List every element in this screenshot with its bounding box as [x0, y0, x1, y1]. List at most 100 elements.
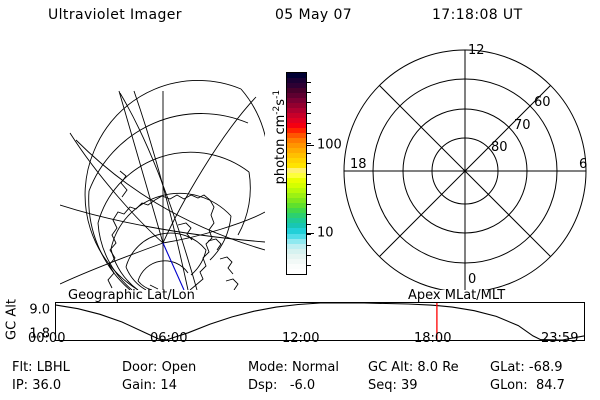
- magnetic-polar-panel[interactable]: 12 6 0 18 60 70 80: [330, 40, 596, 290]
- status-door-label: Door:: [122, 360, 158, 375]
- status-glon: GLon: 84.7: [490, 378, 565, 393]
- strip-plot-frame: [55, 302, 585, 341]
- colorbar-segment: [287, 168, 306, 174]
- colorbar-minor-tick: [307, 102, 311, 104]
- status-ip-label: IP:: [12, 378, 29, 393]
- colorbar-tick-label: 10: [317, 225, 334, 241]
- header-bar: Ultraviolet Imager 05 May 07 17:18:08 UT: [0, 7, 600, 29]
- colorbar-minor-tick: [307, 264, 311, 266]
- colorbar-minor-tick: [307, 112, 311, 114]
- colorbar-segment: [287, 98, 306, 104]
- colorbar-segment: [287, 163, 306, 169]
- colorbar-segment: [287, 83, 306, 89]
- polar-mlt-label-18: 18: [350, 157, 367, 172]
- colorbar-minor-tick: [307, 254, 311, 256]
- colorbar-segment: [287, 193, 306, 199]
- colorbar-minor-tick: [307, 82, 311, 84]
- geo-latitude-ring: [93, 80, 242, 152]
- strip-xtick-2: 12:00: [282, 331, 320, 346]
- colorbar-minor-tick: [307, 153, 311, 155]
- polar-axis-diag-2: [379, 85, 551, 257]
- status-gcalt: GC Alt: 8.0 Re: [368, 360, 459, 375]
- colorbar-segment: [287, 228, 306, 234]
- colorbar-segment: [287, 148, 306, 154]
- geo-satellite-track: [162, 242, 185, 290]
- colorbar-segment: [287, 213, 306, 219]
- colorbar-minor-tick: [307, 244, 311, 246]
- status-row: Flt: LBHL Door: Open Mode: Normal GC Alt…: [0, 360, 600, 378]
- strip-label-apex: Apex MLat/MLT: [408, 288, 506, 303]
- colorbar-segment: [287, 253, 306, 259]
- status-glon-label: GLon:: [490, 378, 528, 393]
- colorbar-segment: [287, 128, 306, 134]
- strip-xtick-0: 00:00: [28, 331, 66, 346]
- colorbar-segment: [287, 88, 306, 94]
- colorbar-segment: [287, 133, 306, 139]
- colorbar-panel: photon cm-2s-1 100 10: [262, 55, 347, 285]
- colorbar-segment: [287, 123, 306, 129]
- colorbar-gradient: [286, 72, 307, 275]
- colorbar-minor-tick: [307, 214, 311, 216]
- geographic-projection-svg: [60, 80, 265, 290]
- orbit-altitude-strip-chart[interactable]: Geographic Lat/Lon Apex MLat/MLT GC Alt …: [0, 288, 600, 354]
- colorbar-segment: [287, 223, 306, 229]
- geo-coastline: [107, 170, 239, 290]
- status-mode-value: Normal: [291, 360, 339, 375]
- colorbar-minor-tick: [307, 132, 311, 134]
- status-mode-label: Mode:: [248, 360, 288, 375]
- status-dsp-value: -6.0: [281, 378, 316, 393]
- colorbar-minor-tick: [307, 224, 311, 226]
- colorbar-minor-tick: [307, 122, 311, 124]
- strip-ytick-high: 9.0: [29, 302, 50, 318]
- colorbar-major-tick: [307, 233, 314, 235]
- status-glat: GLat: -68.9: [490, 360, 563, 375]
- status-door-value: Open: [161, 360, 197, 375]
- colorbar-tick-label: 100: [317, 137, 342, 153]
- status-door: Door: Open: [122, 360, 196, 375]
- observation-time: 17:18:08 UT: [432, 7, 523, 23]
- colorbar-segment: [287, 158, 306, 164]
- instrument-title: Ultraviolet Imager: [48, 7, 182, 23]
- polar-mlt-label-6: 6: [579, 157, 588, 172]
- observation-date: 05 May 07: [275, 7, 353, 23]
- colorbar-segment: [287, 113, 306, 119]
- colorbar-segment: [287, 258, 306, 264]
- strip-chart-svg: [55, 302, 585, 341]
- colorbar-segment: [287, 268, 306, 274]
- status-flt-value: LBHL: [36, 360, 70, 375]
- status-seq-value: 39: [401, 378, 418, 393]
- strip-xtick-1: 06:00: [150, 331, 188, 346]
- colorbar-segment: [287, 208, 306, 214]
- colorbar-segment: [287, 73, 306, 79]
- status-gain-label: Gain:: [122, 378, 157, 393]
- status-gcalt-value: 8.0 Re: [417, 360, 459, 375]
- colorbar-segment: [287, 183, 306, 189]
- geographic-image-panel[interactable]: [60, 45, 265, 290]
- strip-ytick-low: 1.8: [29, 326, 50, 342]
- polar-mlat-label-70: 70: [514, 118, 531, 133]
- status-glat-label: GLat:: [490, 360, 525, 375]
- colorbar-segment: [287, 118, 306, 124]
- status-glon-value: 84.7: [531, 378, 565, 393]
- colorbar-segment: [287, 248, 306, 254]
- status-flt: Flt: LBHL: [12, 360, 70, 375]
- colorbar-segment: [287, 263, 306, 269]
- polar-mlat-label-80: 80: [491, 140, 508, 155]
- colorbar-segment: [287, 138, 306, 144]
- status-dsp-label: Dsp:: [248, 378, 278, 393]
- colorbar-minor-tick: [307, 173, 311, 175]
- colorbar-minor-tick: [307, 193, 311, 195]
- status-row: IP: 36.0 Gain: 14 Dsp: -6.0 Seq: 39 GLon…: [0, 378, 600, 396]
- colorbar-segment: [287, 143, 306, 149]
- status-seq-label: Seq:: [368, 378, 397, 393]
- colorbar-segment: [287, 188, 306, 194]
- colorbar-minor-tick: [307, 183, 311, 185]
- polar-grid-svg: [343, 49, 587, 290]
- strip-label-geographic: Geographic Lat/Lon: [68, 288, 195, 303]
- altitude-curve: [55, 302, 585, 341]
- colorbar-exponent-2: -1: [271, 89, 282, 99]
- status-gcalt-label: GC Alt:: [368, 360, 414, 375]
- strip-xtick-3: 18:00: [414, 331, 452, 346]
- status-ip-value: 36.0: [32, 378, 62, 393]
